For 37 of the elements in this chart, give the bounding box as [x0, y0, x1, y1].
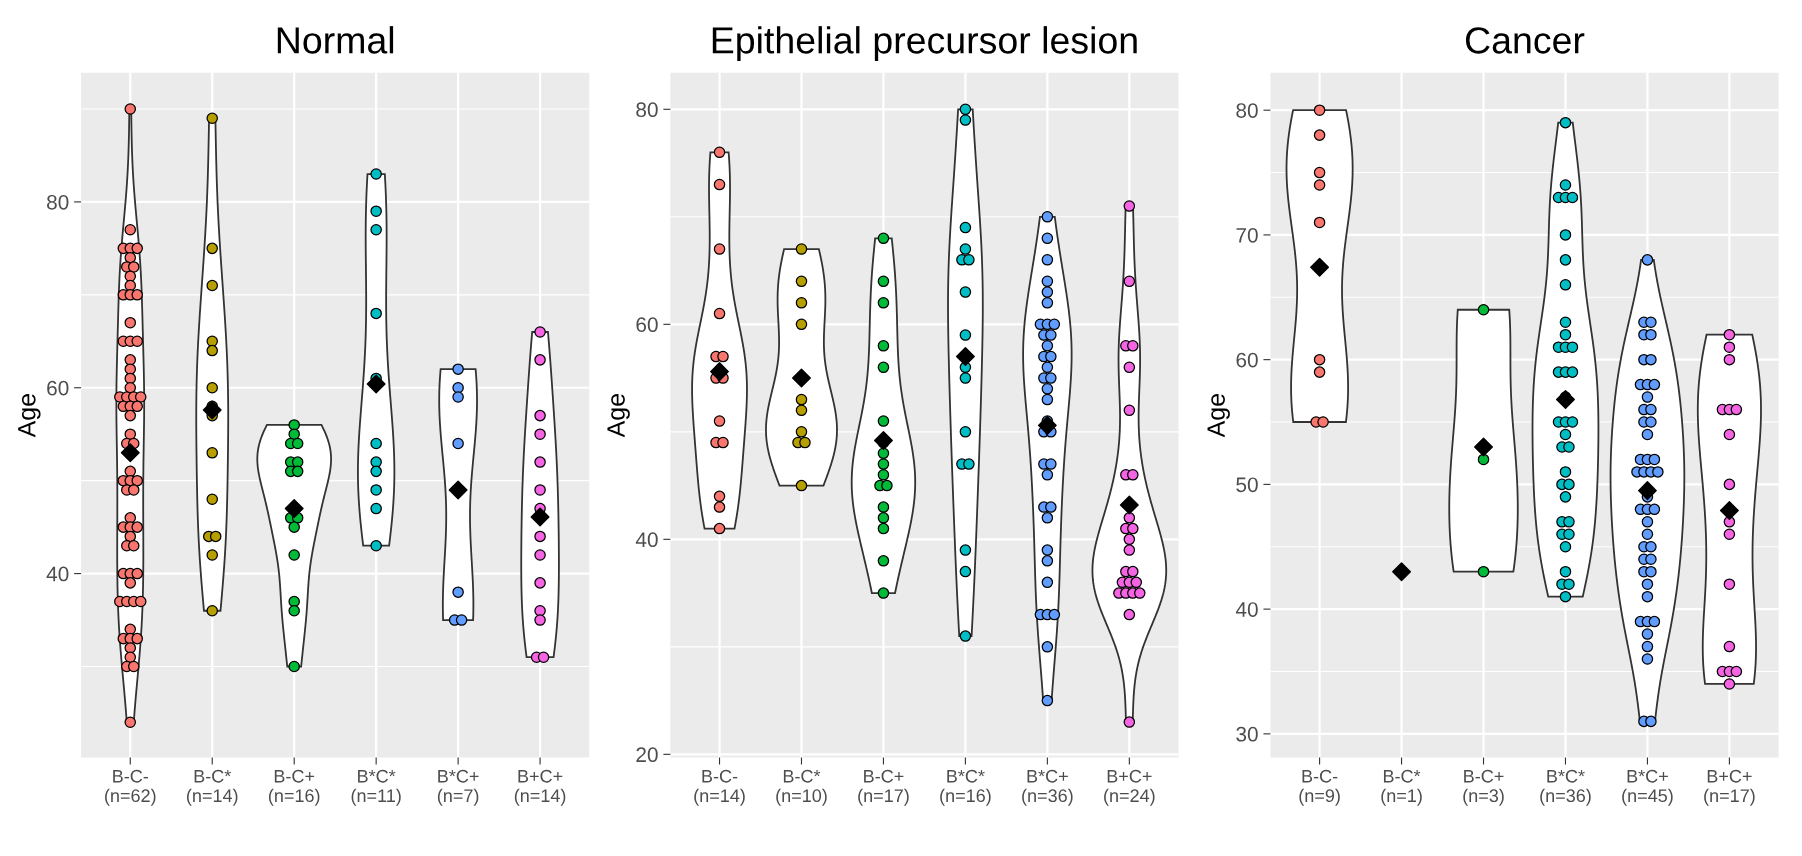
x-tick-label: B-C* (n=14) — [187, 769, 238, 806]
x-tick-label: B-C- (n=14) — [694, 769, 745, 806]
x-tick-label: B-C+ (n=17) — [858, 769, 909, 806]
x-tick-label: B+C+ (n=14) — [514, 769, 566, 806]
y-tick-label: 80 — [47, 194, 69, 210]
x-tick-label: B-C- (n=9) — [1299, 769, 1340, 806]
y-tick-label: 50 — [1236, 477, 1258, 493]
y-axis-title: Age — [1207, 394, 1230, 438]
x-tick-label: B-C- (n=62) — [105, 769, 156, 806]
y-tick-label: 70 — [1236, 227, 1258, 243]
y-tick-label: 20 — [636, 747, 658, 763]
y-tick-label: 60 — [1236, 352, 1258, 368]
x-tick-label: B-C* (n=1) — [1381, 769, 1422, 806]
x-tick-label: B*C+ (n=7) — [437, 769, 479, 806]
x-tick-label: B*C+ (n=36) — [1022, 769, 1073, 806]
x-tick-label: B+C+ (n=24) — [1104, 769, 1155, 806]
y-tick-label: 60 — [636, 317, 658, 333]
x-tick-label: B-C* (n=10) — [776, 769, 827, 806]
chart-title: Cancer — [1465, 27, 1585, 54]
x-tick-label: B-C+ (n=16) — [268, 769, 320, 806]
y-tick-label: 40 — [46, 566, 69, 582]
x-tick-label: B*C+ (n=45) — [1622, 769, 1673, 806]
chart-title: Epithelial precursor lesion — [712, 26, 1137, 62]
y-axis-title: Age — [18, 394, 41, 438]
x-tick-label: B*C* (n=36) — [1540, 769, 1591, 806]
y-axis-title: Age — [607, 394, 630, 438]
y-tick-label: 60 — [47, 380, 69, 396]
x-tick-label: B*C* (n=16) — [940, 769, 991, 806]
y-tick-label: 80 — [636, 102, 658, 118]
x-tick-label: B-C+ (n=3) — [1463, 769, 1504, 806]
x-tick-label: B*C* (n=11) — [351, 769, 401, 806]
y-tick-label: 40 — [1235, 602, 1258, 617]
x-tick-label: B+C+ (n=17) — [1704, 769, 1755, 806]
y-tick-label: 30 — [1236, 726, 1258, 742]
chart-title: Normal — [277, 26, 394, 54]
y-tick-label: 80 — [1236, 103, 1258, 118]
y-tick-label: 40 — [635, 532, 658, 548]
